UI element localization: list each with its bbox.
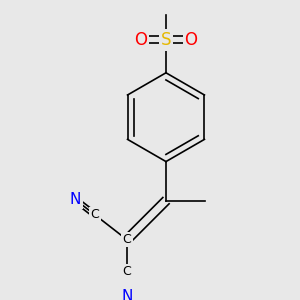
Text: C: C [122, 265, 131, 278]
Text: N: N [121, 289, 133, 300]
Text: C: C [91, 208, 99, 221]
Text: S: S [161, 31, 171, 49]
Text: C: C [122, 233, 131, 246]
Text: N: N [70, 192, 81, 207]
Text: O: O [184, 31, 197, 49]
Text: O: O [135, 31, 148, 49]
